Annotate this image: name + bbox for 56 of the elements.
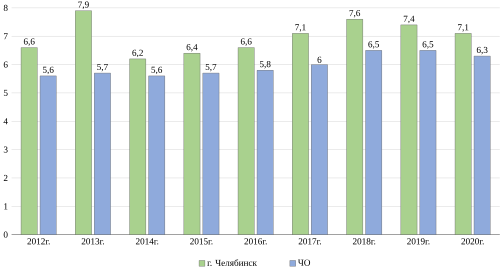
y-tick-label: 4 bbox=[4, 118, 8, 124]
data-label: 6,6 bbox=[240, 38, 252, 46]
legend-label: г. Челябинск bbox=[207, 259, 257, 266]
x-tick-label: 2020г. bbox=[461, 238, 484, 244]
legend-label: ЧО bbox=[298, 259, 310, 266]
bar bbox=[400, 24, 418, 235]
y-tick-label: 7 bbox=[4, 32, 8, 39]
data-label: 6,4 bbox=[186, 44, 198, 52]
x-tick-label: 2019г. bbox=[407, 238, 430, 244]
data-label: 6,5 bbox=[368, 40, 380, 48]
x-tick-label: 2016г. bbox=[244, 238, 267, 244]
bar bbox=[474, 56, 491, 235]
y-tick-label: 0 bbox=[4, 231, 8, 238]
x-tick-label: 2015г. bbox=[190, 238, 213, 244]
bar bbox=[20, 47, 38, 235]
y-tick-label: 2 bbox=[4, 174, 8, 181]
bar bbox=[184, 52, 200, 235]
data-label: 6,2 bbox=[132, 49, 143, 57]
data-label: 7,4 bbox=[404, 15, 415, 23]
data-label: 7,1 bbox=[295, 24, 306, 32]
bar bbox=[365, 50, 382, 235]
y-tick-label: 6 bbox=[4, 61, 8, 68]
bar bbox=[292, 32, 309, 235]
bar bbox=[454, 32, 472, 235]
data-label: 5,7 bbox=[97, 64, 108, 72]
y-tick-label: 8 bbox=[4, 4, 8, 11]
bar bbox=[40, 75, 57, 235]
bar bbox=[202, 72, 220, 235]
x-tick-label: 2012г. bbox=[27, 238, 50, 244]
data-label: 7,6 bbox=[350, 10, 360, 18]
data-label: 5,6 bbox=[42, 66, 54, 74]
data-label: 6 bbox=[318, 56, 322, 63]
bar bbox=[420, 50, 436, 235]
y-tick-label: 3 bbox=[4, 146, 8, 152]
x-tick-label: 2014г. bbox=[136, 238, 158, 244]
x-tick-label: 2013г. bbox=[82, 238, 104, 244]
data-label: 7,1 bbox=[458, 24, 468, 32]
y-tick-label: 5 bbox=[4, 90, 8, 96]
bar bbox=[75, 10, 92, 235]
data-label: 7,9 bbox=[78, 1, 89, 9]
bar bbox=[129, 58, 146, 235]
x-tick-label: 2018г. bbox=[352, 238, 376, 244]
data-label: 5,8 bbox=[260, 60, 271, 68]
x-tick-label: 2017г. bbox=[298, 238, 322, 244]
bar bbox=[94, 72, 111, 235]
bar bbox=[256, 70, 274, 235]
data-label: 6,3 bbox=[476, 46, 488, 54]
data-label: 5,7 bbox=[206, 64, 216, 72]
data-label: 5,6 bbox=[151, 66, 162, 74]
bar bbox=[346, 18, 364, 235]
bar bbox=[311, 64, 328, 235]
bar bbox=[148, 75, 166, 235]
data-label: 6,5 bbox=[422, 40, 434, 48]
y-tick-label: 1 bbox=[4, 203, 8, 210]
bar bbox=[238, 47, 255, 235]
data-label: 6,6 bbox=[24, 38, 35, 46]
